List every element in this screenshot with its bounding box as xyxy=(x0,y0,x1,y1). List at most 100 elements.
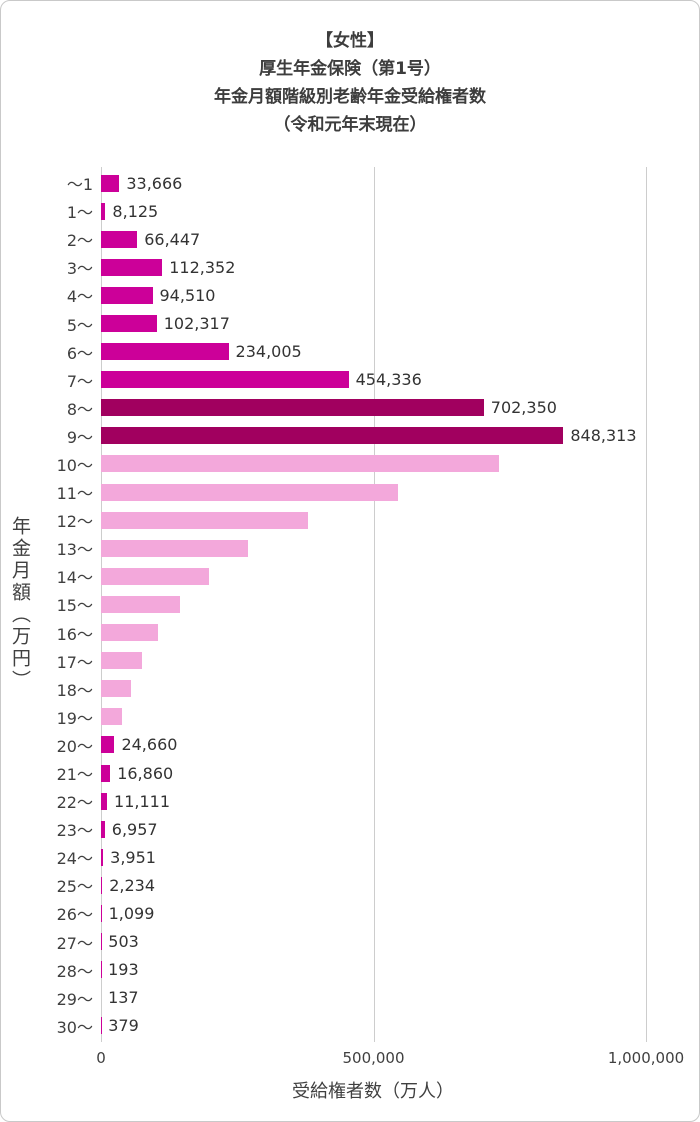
bar-area: 454,336 xyxy=(101,366,699,394)
bar-area xyxy=(101,506,699,534)
bar-value-label: 11,111 xyxy=(114,791,171,811)
bar xyxy=(101,230,138,248)
chart-row: 15～ xyxy=(1,590,699,618)
y-tick-label: 23～ xyxy=(56,821,93,841)
bar-area: 702,350 xyxy=(101,394,699,422)
chart-title: 【女性】 厚生年金保険（第1号） 年金月額階級別老齢年金受給権者数 （令和元年末… xyxy=(1,1,699,139)
bar-value-label: 3,951 xyxy=(110,847,156,867)
bar-value-label: 1,099 xyxy=(108,903,155,923)
title-line-4: （令和元年末現在） xyxy=(273,115,427,135)
chart-row: 5～ 102,317 xyxy=(1,309,699,337)
gridline xyxy=(373,167,375,1042)
y-tick-label: 11～ xyxy=(56,484,93,504)
bar-area xyxy=(101,619,699,647)
bar-area xyxy=(101,703,699,731)
y-tick-label: 27～ xyxy=(56,933,93,953)
bar xyxy=(101,315,157,333)
bar-value-label: 33,666 xyxy=(126,173,183,193)
title-line-2: 厚生年金保険（第1号） xyxy=(259,59,441,79)
bar-area: 33,666 xyxy=(101,169,699,197)
bar-area: 3,951 xyxy=(101,843,699,871)
chart-row: 29～ 137 xyxy=(1,984,699,1012)
y-tick-label: 18～ xyxy=(56,680,93,700)
chart-row: 18～ xyxy=(1,675,699,703)
bar xyxy=(101,680,131,698)
y-tick-label: 24～ xyxy=(56,849,93,869)
chart-row: 13～ xyxy=(1,534,699,562)
chart-row: 14～ xyxy=(1,562,699,590)
chart-row: 16～ xyxy=(1,619,699,647)
chart-row: 4～ 94,510 xyxy=(1,281,699,309)
y-tick-label: 5～ xyxy=(66,315,93,335)
x-tick-label: 500,000 xyxy=(342,1049,405,1067)
bar-area xyxy=(101,534,699,562)
chart-row: 7～ 454,336 xyxy=(1,366,699,394)
chart-row: 26～ 1,099 xyxy=(1,899,699,927)
bar-area: 94,510 xyxy=(101,281,699,309)
chart-row: 21～ 16,860 xyxy=(1,759,699,787)
bar xyxy=(101,286,153,304)
bar-area: 24,660 xyxy=(101,731,699,759)
bar xyxy=(101,652,143,670)
bar-value-label: 702,350 xyxy=(490,398,557,418)
bar-area: 1,099 xyxy=(101,899,699,927)
chart-row: 24～ 3,951 xyxy=(1,843,699,871)
bar-area: 16,860 xyxy=(101,759,699,787)
y-tick-label: 4～ xyxy=(66,287,93,307)
y-tick-label: 1～ xyxy=(66,203,93,223)
y-tick-label: 26～ xyxy=(56,905,93,925)
chart-row: 20～ 24,660 xyxy=(1,731,699,759)
x-tick-label: 1,000,000 xyxy=(607,1049,685,1067)
chart-row: 17～ xyxy=(1,647,699,675)
title-line-1: 【女性】 xyxy=(316,31,384,51)
bar xyxy=(101,258,163,276)
chart-row: 8～ 702,350 xyxy=(1,394,699,422)
bar-area: 102,317 xyxy=(101,309,699,337)
bar-area xyxy=(101,478,699,506)
bar xyxy=(101,371,349,389)
bar xyxy=(101,708,122,726)
bar-area xyxy=(101,590,699,618)
bar xyxy=(101,455,499,473)
bar xyxy=(101,511,309,529)
bar-area: 66,447 xyxy=(101,225,699,253)
bar xyxy=(101,792,108,810)
y-tick-label: ～1 xyxy=(66,175,93,195)
bar-area: 137 xyxy=(101,984,699,1012)
bar-value-label: 102,317 xyxy=(163,314,230,334)
y-tick-label: 29～ xyxy=(56,989,93,1009)
y-tick-label: 20～ xyxy=(56,736,93,756)
y-tick-label: 22～ xyxy=(56,793,93,813)
title-line-3: 年金月額階級別老齢年金受給権者数 xyxy=(214,87,486,107)
bar xyxy=(101,427,564,445)
bar-value-label: 94,510 xyxy=(159,285,216,305)
bar-value-label: 24,660 xyxy=(121,735,178,755)
bar-area: 2,234 xyxy=(101,871,699,899)
bar-value-label: 2,234 xyxy=(109,875,156,895)
bar-value-label: 193 xyxy=(108,960,139,980)
chart-row: 2～ 66,447 xyxy=(1,225,699,253)
chart-row: 19～ xyxy=(1,703,699,731)
bar xyxy=(101,343,229,361)
chart-row: 11～ xyxy=(1,478,699,506)
chart-row: 25～ 2,234 xyxy=(1,871,699,899)
bar-value-label: 112,352 xyxy=(169,257,236,277)
bar xyxy=(101,567,209,585)
y-tick-label: 12～ xyxy=(56,512,93,532)
chart-row: 9～ 848,313 xyxy=(1,422,699,450)
bar xyxy=(101,876,103,894)
gridline xyxy=(646,167,647,1042)
y-tick-label: 17～ xyxy=(56,652,93,672)
y-tick-label: 15～ xyxy=(56,596,93,616)
bar-value-label: 66,447 xyxy=(144,229,201,249)
chart-row: ～1 33,666 xyxy=(1,169,699,197)
bar-value-label: 234,005 xyxy=(235,342,302,362)
bar-value-label: 379 xyxy=(108,1016,139,1036)
bar xyxy=(101,736,115,754)
y-axis-title: 年金月額（万円） xyxy=(9,516,31,692)
y-tick-label: 6～ xyxy=(66,343,93,363)
chart-row: 6～ 234,005 xyxy=(1,338,699,366)
bar-area: 234,005 xyxy=(101,338,699,366)
bar-value-label: 503 xyxy=(108,932,139,952)
